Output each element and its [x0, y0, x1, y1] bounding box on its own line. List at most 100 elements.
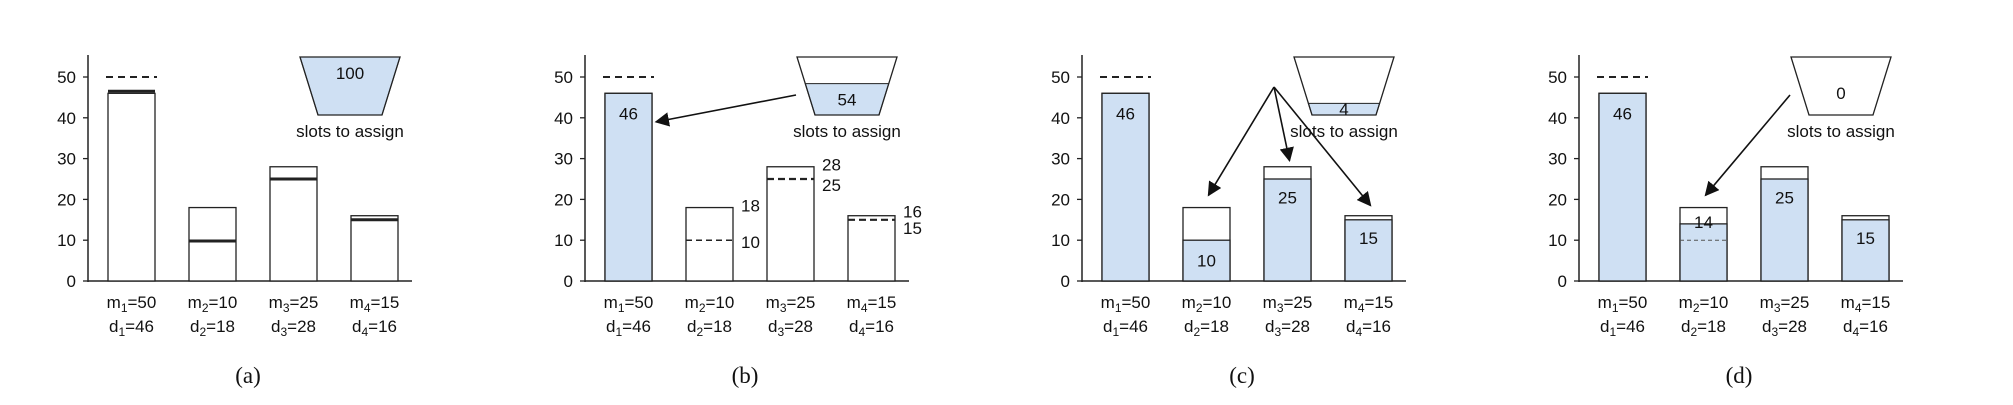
category-value: =15	[868, 293, 897, 312]
bar-value-label: 15	[1359, 229, 1378, 248]
slots-bucket: 100 slots to assign	[296, 56, 404, 141]
subscript: 4	[858, 325, 865, 339]
subscript: 4	[861, 301, 868, 315]
category-label-m: m3=25	[269, 293, 319, 315]
bucket-outline	[299, 56, 401, 116]
category-label-d: d4=16	[1843, 317, 1888, 339]
bucket-caption: slots to assign	[793, 122, 901, 141]
bar-side-label: 18	[741, 197, 760, 216]
subscript: 4	[1855, 301, 1862, 315]
bucket-outline	[1790, 56, 1892, 116]
category-value: =10	[1203, 293, 1232, 312]
subscript: 3	[1277, 301, 1284, 315]
category-label-d: d1=46	[606, 317, 651, 339]
bucket-value: 54	[838, 90, 857, 109]
assignment-arrow	[1273, 86, 1372, 207]
category-label-m: m1=50	[604, 293, 654, 315]
subscript: 1	[1115, 301, 1122, 315]
bar-value-label: 14	[1694, 213, 1713, 232]
bar-side-label: 10	[741, 233, 760, 252]
assignment-arrow	[654, 94, 797, 127]
bar-1	[106, 76, 157, 282]
subscript: 2	[1193, 325, 1200, 339]
subscript: 3	[280, 325, 287, 339]
category-value: =46	[1616, 317, 1645, 336]
bar-1	[603, 76, 654, 282]
bar-2	[1182, 206, 1231, 282]
bar-3	[1760, 166, 1809, 282]
category-value: =10	[1700, 293, 1729, 312]
subscript: 4	[1355, 325, 1362, 339]
bucket-outline	[796, 56, 898, 116]
category-value: =28	[784, 317, 813, 336]
bucket-value: 0	[1836, 84, 1845, 103]
category-value: =25	[290, 293, 319, 312]
bar-assigned	[1182, 239, 1231, 282]
category-value: =46	[125, 317, 154, 336]
subscript: 1	[618, 301, 625, 315]
category-value: =25	[787, 293, 816, 312]
assignment-arrow	[1273, 86, 1294, 163]
subscript: 1	[121, 301, 128, 315]
bar-value-label: 15	[1856, 229, 1875, 248]
category-label-m: m1=50	[107, 293, 157, 315]
y-tick-label: 20	[554, 190, 573, 209]
assignment-arrow	[1704, 94, 1791, 197]
bar-assigned	[1760, 178, 1809, 282]
bar-value-label: 25	[1278, 188, 1297, 207]
bar-side-label: 25	[822, 176, 841, 195]
category-label-m: m4=15	[1841, 293, 1891, 315]
panel-caption: (c)	[1229, 363, 1255, 388]
category-label-m: m4=15	[1344, 293, 1394, 315]
bar-assigned	[1598, 92, 1647, 282]
category-value: =50	[128, 293, 157, 312]
category-value: =18	[1200, 317, 1229, 336]
category-value: =28	[1281, 317, 1310, 336]
bar-assigned	[604, 92, 653, 282]
subscript: 2	[699, 301, 706, 315]
y-tick-label: 30	[1548, 150, 1567, 169]
y-tick-label: 20	[1051, 190, 1070, 209]
bucket-value: 4	[1339, 100, 1348, 119]
slots-bucket: 4 slots to assign	[1290, 56, 1398, 141]
category-value: =16	[865, 317, 894, 336]
category-value: =25	[1284, 293, 1313, 312]
bar-demand	[847, 215, 896, 282]
bar-assigned	[1344, 219, 1393, 282]
category-label-m: m4=15	[350, 293, 400, 315]
category-value: =28	[287, 317, 316, 336]
category-value: =10	[209, 293, 238, 312]
y-tick-label: 30	[1051, 150, 1070, 169]
bar-4	[1344, 215, 1393, 282]
bucket-caption: slots to assign	[1787, 122, 1895, 141]
bar-demand	[685, 206, 734, 282]
subscript: 3	[777, 325, 784, 339]
slots-bucket: 0 slots to assign	[1787, 56, 1895, 141]
category-value: =18	[206, 317, 235, 336]
y-tick-label: 50	[57, 68, 76, 87]
subscript: 3	[1771, 325, 1778, 339]
bar-2	[188, 206, 237, 282]
subscript: 2	[199, 325, 206, 339]
subscript: 4	[1358, 301, 1365, 315]
category-label-m: m2=10	[1182, 293, 1232, 315]
bar-side-label: 16	[903, 203, 922, 222]
y-tick-label: 30	[57, 150, 76, 169]
bar-3	[269, 166, 318, 282]
y-tick-label: 40	[1051, 109, 1070, 128]
y-tick-label: 0	[1558, 272, 1567, 291]
category-label-d: d4=16	[1346, 317, 1391, 339]
subscript: 1	[118, 325, 125, 339]
category-value: =15	[371, 293, 400, 312]
category-label-m: m1=50	[1598, 293, 1648, 315]
bar-assigned	[1679, 223, 1728, 282]
category-label-d: d2=18	[190, 317, 235, 339]
y-tick-label: 0	[564, 272, 573, 291]
category-value: =18	[1697, 317, 1726, 336]
bar-assigned	[1841, 219, 1890, 282]
category-value: =16	[1362, 317, 1391, 336]
y-tick-label: 10	[554, 231, 573, 250]
bar-demand	[269, 166, 318, 282]
subscript: 4	[364, 301, 371, 315]
